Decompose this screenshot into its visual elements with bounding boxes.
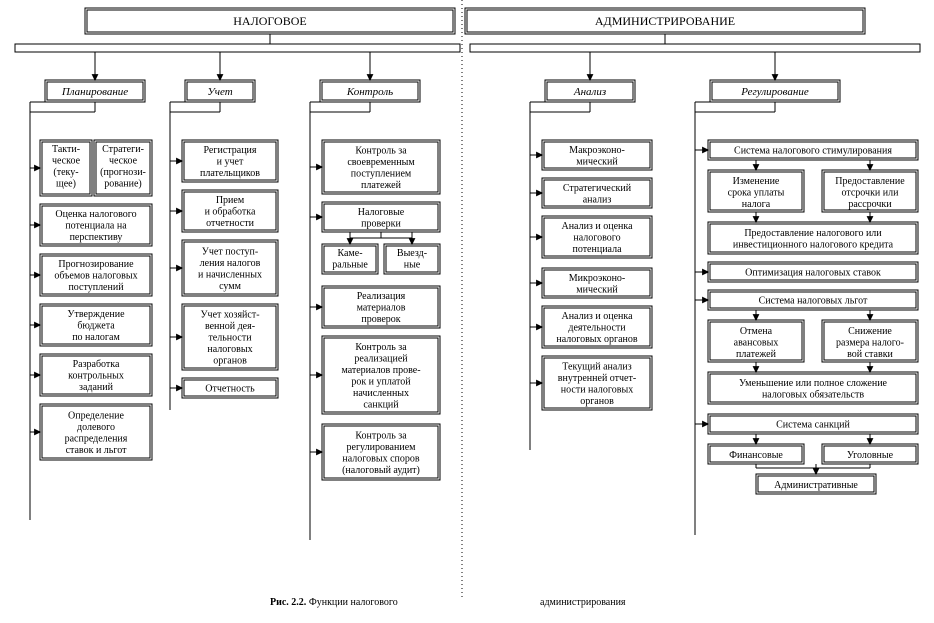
planning-strat-text: Стратеги-ческое(прогнози-рование) [100,144,146,190]
an-n1-text: Макроэконо-мический [569,145,625,168]
reg-n2-text: Оптимизация налоговых ставок [745,268,881,279]
reg-n4c-t: Административные [774,480,858,491]
planning-n5-text: Определениедолевогораспределенияставок и… [65,410,128,456]
reg-n4b-t: Уголовные [847,450,894,461]
caption-left: Рис. 2.2. Функции налогового [270,597,398,608]
reg-n3a-t: Отменаавансовыхплатежей [734,326,779,360]
title-right-text: АДМИНИСТРИРОВАНИЕ [595,14,735,28]
acct-n5-text: Отчетность [205,384,255,395]
header-planning-text: Планирование [61,86,128,98]
diagram-canvas: НАЛОГОВОЕ АДМИНИСТРИРОВАНИЕ Планирование Уч… [0,0,934,623]
reg-n1-text: Система налогового стимулирования [734,146,892,157]
header-accounting-text: Учет [207,86,232,98]
reg-n3-text: Система налоговых льгот [759,296,868,307]
reg-n1c-text: Предоставление налогового илиинвестицион… [733,228,894,251]
ctrl-n2-text: Налоговыепроверки [358,207,405,230]
caption-right: администрирования [540,597,626,608]
an-n4-text: Микроэконо-мический [569,273,626,296]
dist-bar-left [15,44,460,52]
reg-n4-text: Система санкций [776,420,850,431]
dist-bar-right [470,44,920,52]
header-analysis-text: Анализ [573,86,606,98]
header-control-text: Контроль [346,86,393,98]
ctrl-n3-text: Реализацияматериаловпроверок [357,291,406,325]
reg-n4a-t: Финансовые [729,450,783,461]
header-regulation-text: Регулирование [740,86,809,98]
title-left-text: НАЛОГОВОЕ [233,14,306,28]
